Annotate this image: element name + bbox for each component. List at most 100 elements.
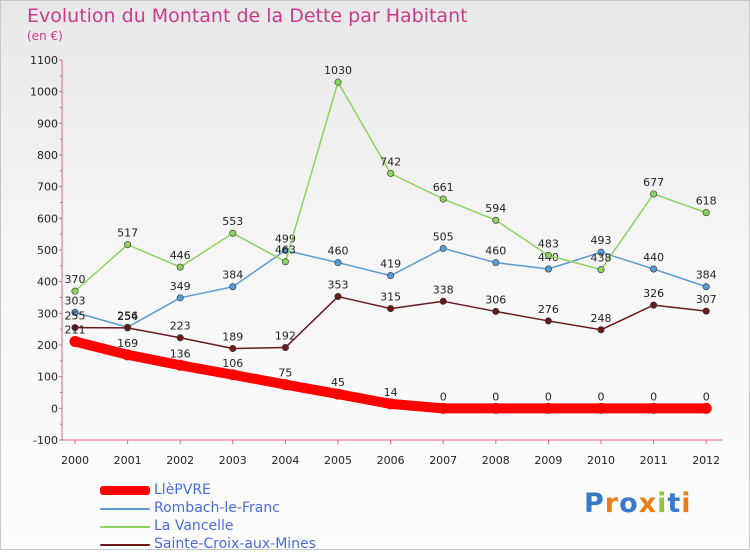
series-2-point (176, 294, 184, 302)
legend-swatch (100, 486, 150, 495)
series-3-point (71, 287, 79, 295)
series-3-point (650, 190, 658, 198)
series-3-data-label: 661 (433, 181, 454, 194)
series-3-data-label: 594 (485, 202, 506, 215)
legend-label: Rombach-le-Franc (154, 500, 280, 516)
series-4-data-label: 223 (170, 320, 191, 333)
series-1-point (279, 379, 291, 391)
series-1-point (385, 398, 397, 410)
series-1-data-label: 0 (545, 390, 552, 403)
series-3-point (229, 229, 237, 237)
series-2-point (387, 272, 395, 280)
y-tick-label: 1000 (30, 86, 58, 99)
series-4-point (176, 334, 184, 342)
series-1-data-label: 0 (492, 390, 499, 403)
logo-letter: r (604, 488, 620, 519)
series-4-data-label: 326 (643, 287, 664, 300)
series-1-point (122, 349, 134, 361)
series-1-data-label: 106 (222, 357, 243, 370)
series-3-data-label: 463 (275, 244, 296, 257)
x-tick-label: 2009 (534, 454, 562, 467)
series-3-point (702, 209, 710, 217)
y-tick-label: 100 (37, 371, 58, 384)
legend-label: LlèPVRE (154, 482, 211, 498)
x-tick-label: 2003 (219, 454, 247, 467)
series-3-data-label: 483 (538, 237, 559, 250)
x-tick-label: 2004 (271, 454, 299, 467)
x-tick-label: 2008 (482, 454, 510, 467)
series-4-point (492, 307, 500, 315)
y-tick-label: 600 (37, 212, 58, 225)
y-tick-label: -100 (33, 434, 58, 447)
series-1-data-label: 14 (384, 386, 398, 399)
series-3-data-label: 742 (380, 155, 401, 168)
series-2-data-label: 303 (65, 294, 86, 307)
series-1-point (490, 402, 502, 414)
series-1-data-label: 0 (440, 390, 447, 403)
series-4-data-label: 255 (65, 310, 86, 323)
series-3-data-label: 438 (591, 252, 612, 265)
y-tick-label: 200 (37, 339, 58, 352)
series-3-point (492, 216, 500, 224)
series-2-point (229, 283, 237, 291)
series-3-point (334, 78, 342, 86)
series-2-data-label: 493 (591, 234, 612, 247)
series-4-point (702, 307, 710, 315)
legend-swatch (100, 526, 150, 528)
logo-letter: P (584, 488, 605, 519)
series-2-point (544, 265, 552, 273)
y-tick-label: 400 (37, 276, 58, 289)
series-4-data-label: 248 (591, 312, 612, 325)
y-tick-label: 700 (37, 181, 58, 194)
series-2-data-label: 349 (170, 280, 191, 293)
series-2-data-label: 460 (485, 245, 506, 258)
series-1-data-label: 0 (703, 390, 710, 403)
series-1-data-label: 45 (331, 376, 345, 389)
series-4-data-label: 307 (696, 293, 717, 306)
series-4-data-label: 189 (222, 330, 243, 343)
series-1-point (648, 402, 660, 414)
legend-swatch (100, 544, 150, 546)
series-1-point (595, 402, 607, 414)
y-tick-label: 800 (37, 149, 58, 162)
series-3-point (544, 251, 552, 259)
series-3-data-label: 370 (65, 273, 86, 286)
series-3-data-label: 618 (696, 195, 717, 208)
series-3-point (597, 266, 605, 274)
x-tick-label: 2010 (587, 454, 615, 467)
chart-title: Evolution du Montant de la Dette par Hab… (27, 5, 468, 27)
series-4-point (544, 317, 552, 325)
series-1-point (332, 388, 344, 400)
legend-swatch (100, 508, 150, 510)
series-4-point (281, 344, 289, 352)
series-4-point (439, 297, 447, 305)
series-3-point (176, 263, 184, 271)
series-1-point (700, 402, 712, 414)
series-2-data-label: 440 (643, 251, 664, 264)
series-1-point (69, 336, 81, 348)
series-3-data-label: 517 (117, 227, 138, 240)
series-4-point (650, 301, 658, 309)
series-1-data-label: 211 (65, 324, 86, 337)
y-tick-label: 1100 (30, 54, 58, 67)
logo-letter: x (638, 488, 658, 519)
x-tick-label: 2011 (640, 454, 668, 467)
series-2-point (492, 259, 500, 267)
proxiti-logo: Proxiti (584, 488, 692, 519)
series-4-data-label: 276 (538, 303, 559, 316)
series-2-point (439, 244, 447, 252)
series-2-point (702, 283, 710, 291)
series-2-data-label: 460 (328, 245, 349, 258)
series-3-point (387, 169, 395, 177)
series-3-point (281, 258, 289, 266)
series-4-point (229, 344, 237, 352)
series-4-data-label: 315 (380, 291, 401, 304)
series-3-data-label: 1030 (324, 64, 352, 77)
logo-letter: t (667, 488, 682, 519)
series-3-data-label: 677 (643, 176, 664, 189)
series-1-point (227, 369, 239, 381)
series-2-data-label: 384 (696, 269, 717, 282)
chart-subtitle: (en €) (27, 29, 63, 43)
series-4-point (597, 326, 605, 334)
